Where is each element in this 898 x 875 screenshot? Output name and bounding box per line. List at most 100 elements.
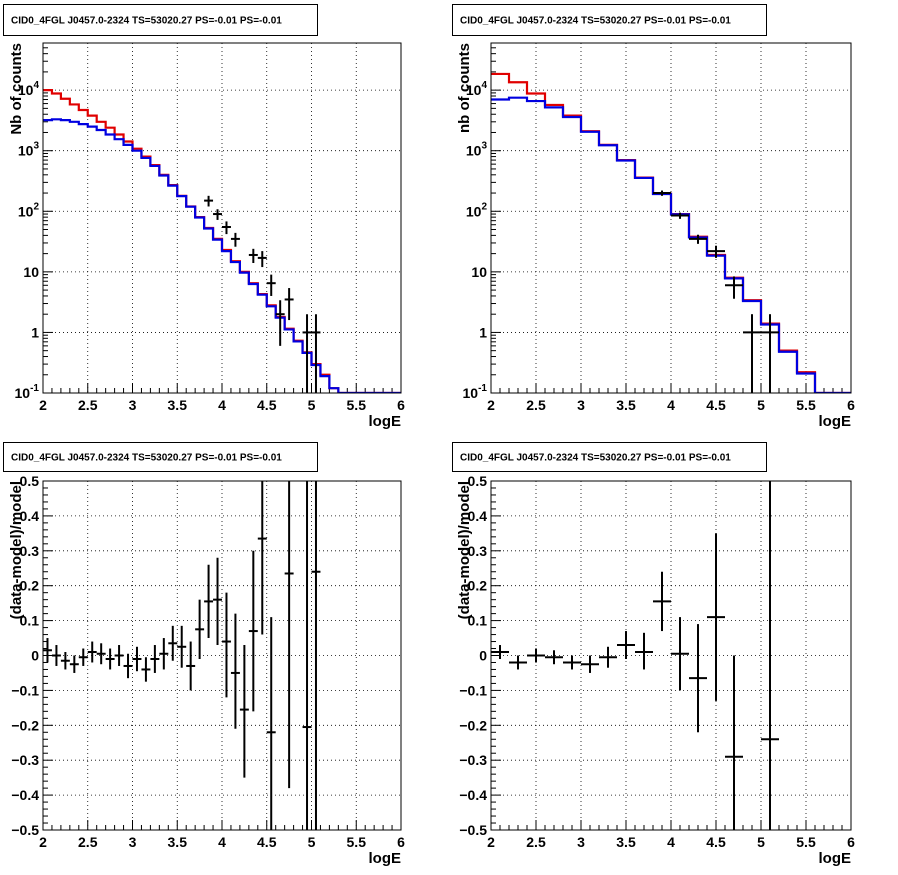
x-tick-label: 2.5 bbox=[78, 397, 98, 413]
data-point bbox=[491, 645, 509, 659]
x-tick-label: 2 bbox=[487, 397, 495, 413]
data-point bbox=[213, 209, 222, 220]
x-tick-label: 3.5 bbox=[168, 834, 188, 850]
y-tick-label: 0 bbox=[31, 648, 39, 664]
y-tick-label: 0.4 bbox=[20, 508, 40, 524]
x-tick-label: 4.5 bbox=[706, 834, 726, 850]
data-point bbox=[761, 481, 779, 830]
y-tick-label: 0.1 bbox=[20, 613, 40, 629]
data-point bbox=[311, 314, 321, 393]
data-point bbox=[689, 234, 707, 244]
x-tick-label: 5.5 bbox=[796, 397, 816, 413]
x-tick-label: 2.5 bbox=[78, 834, 98, 850]
data-point bbox=[248, 248, 258, 264]
data-point bbox=[43, 638, 52, 663]
data-point bbox=[509, 655, 527, 670]
data-point bbox=[707, 533, 725, 701]
x-tick-label: 4 bbox=[218, 397, 226, 413]
x-axis-title: logE bbox=[369, 850, 402, 867]
data-point bbox=[87, 641, 97, 663]
data-point bbox=[168, 625, 178, 661]
y-tick-label: 104 bbox=[466, 80, 488, 98]
data-point bbox=[195, 599, 205, 659]
y-tick-label: 102 bbox=[466, 201, 488, 219]
data-point bbox=[581, 655, 599, 673]
data-point bbox=[204, 195, 214, 207]
y-tick-label: 0.3 bbox=[20, 543, 40, 559]
x-tick-label: 3.5 bbox=[616, 834, 636, 850]
y-tick-label: −0.1 bbox=[11, 682, 39, 698]
data-point bbox=[248, 550, 258, 712]
y-tick-label: 10-1 bbox=[463, 383, 488, 401]
y-tick-exponent: -1 bbox=[478, 383, 487, 394]
y-tick-label: 10 bbox=[471, 264, 487, 280]
plot-frame bbox=[490, 480, 852, 831]
x-tick-label: 5.5 bbox=[347, 834, 367, 850]
y-tick-exponent: 4 bbox=[33, 80, 39, 91]
data-point bbox=[527, 648, 545, 663]
y-tick-label: 0.5 bbox=[468, 473, 488, 489]
data-point bbox=[257, 251, 267, 268]
y-tick-label: −0.2 bbox=[11, 717, 39, 733]
y-tick-label: −0.2 bbox=[459, 717, 487, 733]
data-point bbox=[230, 613, 240, 729]
plot-frame bbox=[42, 480, 402, 831]
data-point bbox=[60, 652, 70, 670]
x-axis-title: logE bbox=[819, 850, 852, 867]
x-tick-label: 3 bbox=[577, 834, 585, 850]
x-tick-label: 4 bbox=[218, 834, 226, 850]
data-point bbox=[132, 646, 142, 672]
data-point bbox=[213, 557, 222, 646]
data-point bbox=[275, 300, 285, 346]
data-point bbox=[653, 190, 671, 196]
y-tick-exponent: 2 bbox=[33, 201, 39, 212]
data-point bbox=[725, 655, 743, 830]
y-tick-base: 10 bbox=[15, 385, 31, 401]
y-tick-label: 1 bbox=[479, 324, 487, 340]
chart-title: CID0_4FGL J0457.0-2324 TS=53020.27 PS=-0… bbox=[11, 16, 282, 27]
y-tick-label: 0 bbox=[479, 648, 487, 664]
y-tick-label: −0.3 bbox=[459, 752, 487, 768]
x-tick-label: 2 bbox=[487, 834, 495, 850]
y-tick-label: 0.2 bbox=[20, 578, 40, 594]
y-tick-base: 10 bbox=[18, 143, 34, 159]
data-point bbox=[51, 645, 61, 666]
y-tick-label: 104 bbox=[18, 80, 40, 98]
y-tick-label: −0.3 bbox=[11, 752, 39, 768]
chart-panel-3: CID0_4FGL J0457.0-2324 TS=53020.27 PS=-0… bbox=[3, 442, 405, 867]
y-tick-label: −0.4 bbox=[11, 787, 39, 803]
y-tick-exponent: -1 bbox=[30, 383, 39, 394]
data-point bbox=[653, 571, 671, 632]
data-point bbox=[563, 655, 581, 670]
data-point bbox=[96, 643, 106, 665]
x-tick-label: 5.5 bbox=[796, 834, 816, 850]
data-point bbox=[266, 617, 276, 830]
y-tick-label: 0.2 bbox=[468, 578, 488, 594]
y-tick-label: 10 bbox=[23, 264, 39, 280]
data-point bbox=[141, 657, 151, 682]
y-tick-label: 0.4 bbox=[468, 508, 488, 524]
data-point bbox=[545, 650, 563, 665]
y-tick-label: 102 bbox=[18, 201, 40, 219]
data-point bbox=[78, 648, 88, 666]
y-tick-exponent: 2 bbox=[481, 201, 487, 212]
data-point bbox=[302, 314, 312, 393]
y-tick-label: 1 bbox=[31, 324, 39, 340]
data-point bbox=[239, 645, 249, 778]
data-point bbox=[159, 638, 169, 670]
plot-frame bbox=[490, 42, 852, 394]
y-tick-base: 10 bbox=[463, 385, 479, 401]
data-point bbox=[707, 245, 725, 258]
data-point bbox=[257, 481, 267, 635]
data-point bbox=[150, 645, 160, 673]
x-tick-label: 6 bbox=[847, 397, 855, 413]
y-tick-label: 103 bbox=[466, 141, 488, 159]
x-tick-label: 4.5 bbox=[257, 397, 277, 413]
y-tick-base: 10 bbox=[466, 143, 482, 159]
y-tick-base: 10 bbox=[466, 203, 482, 219]
chart-title: CID0_4FGL J0457.0-2324 TS=53020.27 PS=-0… bbox=[460, 453, 731, 464]
y-tick-label: 0.3 bbox=[468, 543, 488, 559]
chart-panel-1: CID0_4FGL J0457.0-2324 TS=53020.27 PS=-0… bbox=[3, 4, 405, 430]
y-tick-exponent: 3 bbox=[33, 141, 39, 152]
x-tick-label: 5 bbox=[757, 397, 765, 413]
